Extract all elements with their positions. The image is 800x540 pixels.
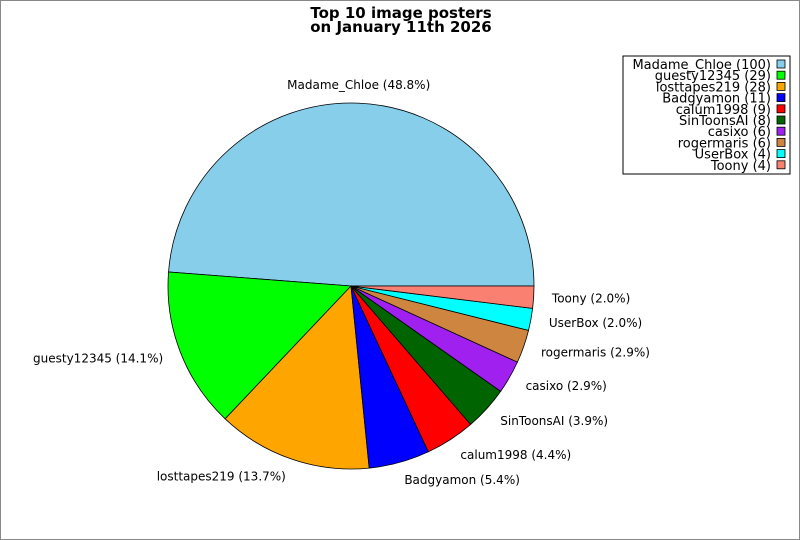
slice-label-calum1998: calum1998 (4.4%) [460, 448, 571, 462]
slice-label-casixo: casixo (2.9%) [526, 379, 607, 393]
legend-label-madame_chloe: Madame_Chloe (100) [632, 58, 771, 73]
legend-swatch-rogermaris [776, 137, 786, 147]
pie-slice-losttapes219 [224, 285, 370, 470]
legend-label-badgyamon: Badgyamon (11) [662, 92, 771, 107]
legend-label-sintoonsai: SinToonsAI (8) [679, 114, 771, 129]
pie-slice-madame_chloe [168, 102, 535, 287]
legend-label-rogermaris: rogermaris (6) [678, 136, 771, 151]
slice-label-sintoonsai: SinToonsAI (3.9%) [500, 414, 608, 428]
slice-label-losttapes219: losttapes219 (13.7%) [157, 469, 286, 483]
legend-box [622, 55, 791, 175]
slice-label-madame_chloe: Madame_Chloe (48.8%) [287, 78, 430, 92]
slice-label-rogermaris: rogermaris (2.9%) [541, 346, 650, 360]
legend-swatch-sintoonsai [776, 115, 786, 125]
slice-label-badgyamon: Badgyamon (5.4%) [404, 473, 520, 487]
legend-label-userbox: UserBox (4) [695, 148, 771, 163]
pie-slice-guesty12345 [167, 271, 352, 420]
legend-swatch-casixo [776, 126, 786, 136]
legend-label-calum1998: calum1998 (9) [676, 103, 771, 118]
legend-swatch-toony [776, 160, 786, 170]
legend-label-casixo: casixo (6) [708, 125, 771, 140]
legend-swatch-userbox [776, 149, 786, 159]
legend-label-losttapes219: losttapes219 (28) [656, 80, 771, 95]
legend-swatch-losttapes219 [776, 82, 786, 91]
legend-swatch-badgyamon [776, 93, 786, 102]
legend-label-toony: Toony (4) [710, 159, 771, 174]
legend-swatch-calum1998 [776, 104, 786, 114]
legend-swatch-madame_chloe [776, 59, 786, 69]
slice-label-userbox: UserBox (2.0%) [549, 316, 642, 330]
legend-swatch-guesty12345 [776, 70, 786, 80]
slice-label-guesty12345: guesty12345 (14.1%) [33, 351, 163, 365]
pie-slice-toony [350, 285, 535, 309]
chart-title-line-2: on January 11th 2026 [310, 18, 491, 36]
legend-label-guesty12345: guesty12345 (29) [655, 69, 771, 84]
chart-title-line-1: Top 10 image posters [310, 4, 491, 22]
slice-label-toony: Toony (2.0%) [551, 291, 630, 305]
